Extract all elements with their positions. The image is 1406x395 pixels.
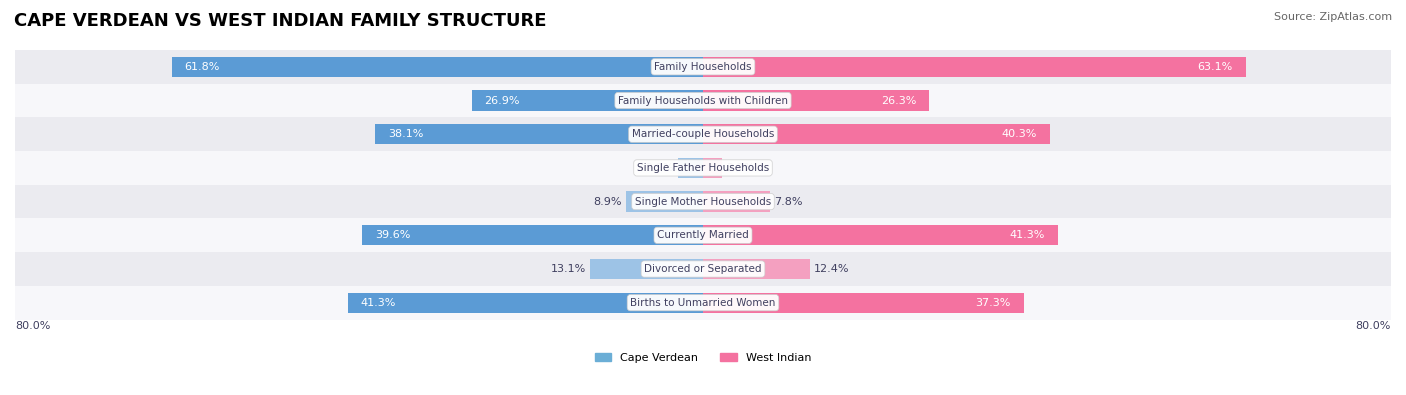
Text: 40.3%: 40.3% xyxy=(1001,129,1036,139)
Text: 80.0%: 80.0% xyxy=(15,321,51,331)
Text: 26.3%: 26.3% xyxy=(882,96,917,105)
Text: Single Mother Households: Single Mother Households xyxy=(636,197,770,207)
Bar xyxy=(347,293,703,313)
Bar xyxy=(703,192,770,212)
Text: 12.4%: 12.4% xyxy=(814,264,849,274)
Text: Family Households with Children: Family Households with Children xyxy=(619,96,787,105)
Bar xyxy=(15,252,1391,286)
Text: 2.2%: 2.2% xyxy=(727,163,755,173)
Text: Family Households: Family Households xyxy=(654,62,752,72)
Text: 41.3%: 41.3% xyxy=(1010,230,1045,240)
Bar xyxy=(703,90,929,111)
Bar xyxy=(363,225,703,245)
Text: Currently Married: Currently Married xyxy=(657,230,749,240)
Text: Source: ZipAtlas.com: Source: ZipAtlas.com xyxy=(1274,12,1392,22)
Bar xyxy=(678,158,703,178)
Text: 41.3%: 41.3% xyxy=(361,298,396,308)
Text: 7.8%: 7.8% xyxy=(775,197,803,207)
Bar xyxy=(15,286,1391,320)
Text: 8.9%: 8.9% xyxy=(593,197,623,207)
Bar xyxy=(627,192,703,212)
Text: Married-couple Households: Married-couple Households xyxy=(631,129,775,139)
Bar xyxy=(15,84,1391,117)
Text: 2.9%: 2.9% xyxy=(645,163,673,173)
Text: 13.1%: 13.1% xyxy=(551,264,586,274)
Legend: Cape Verdean, West Indian: Cape Verdean, West Indian xyxy=(591,348,815,367)
Bar xyxy=(15,117,1391,151)
Bar xyxy=(703,259,810,279)
Text: Single Father Households: Single Father Households xyxy=(637,163,769,173)
Bar xyxy=(703,57,1246,77)
Text: 61.8%: 61.8% xyxy=(184,62,219,72)
Bar xyxy=(15,185,1391,218)
Bar xyxy=(375,124,703,144)
Bar xyxy=(591,259,703,279)
Bar xyxy=(703,225,1059,245)
Text: 37.3%: 37.3% xyxy=(976,298,1011,308)
Text: CAPE VERDEAN VS WEST INDIAN FAMILY STRUCTURE: CAPE VERDEAN VS WEST INDIAN FAMILY STRUC… xyxy=(14,12,547,30)
Text: 26.9%: 26.9% xyxy=(485,96,520,105)
Bar xyxy=(703,124,1050,144)
Bar xyxy=(15,218,1391,252)
Bar xyxy=(15,50,1391,84)
Bar xyxy=(703,293,1024,313)
Text: 63.1%: 63.1% xyxy=(1198,62,1233,72)
Bar xyxy=(172,57,703,77)
Text: Divorced or Separated: Divorced or Separated xyxy=(644,264,762,274)
Text: 80.0%: 80.0% xyxy=(1355,321,1391,331)
Bar xyxy=(703,158,721,178)
Text: 39.6%: 39.6% xyxy=(375,230,411,240)
Bar xyxy=(471,90,703,111)
Text: Births to Unmarried Women: Births to Unmarried Women xyxy=(630,298,776,308)
Bar xyxy=(15,151,1391,185)
Text: 38.1%: 38.1% xyxy=(388,129,423,139)
